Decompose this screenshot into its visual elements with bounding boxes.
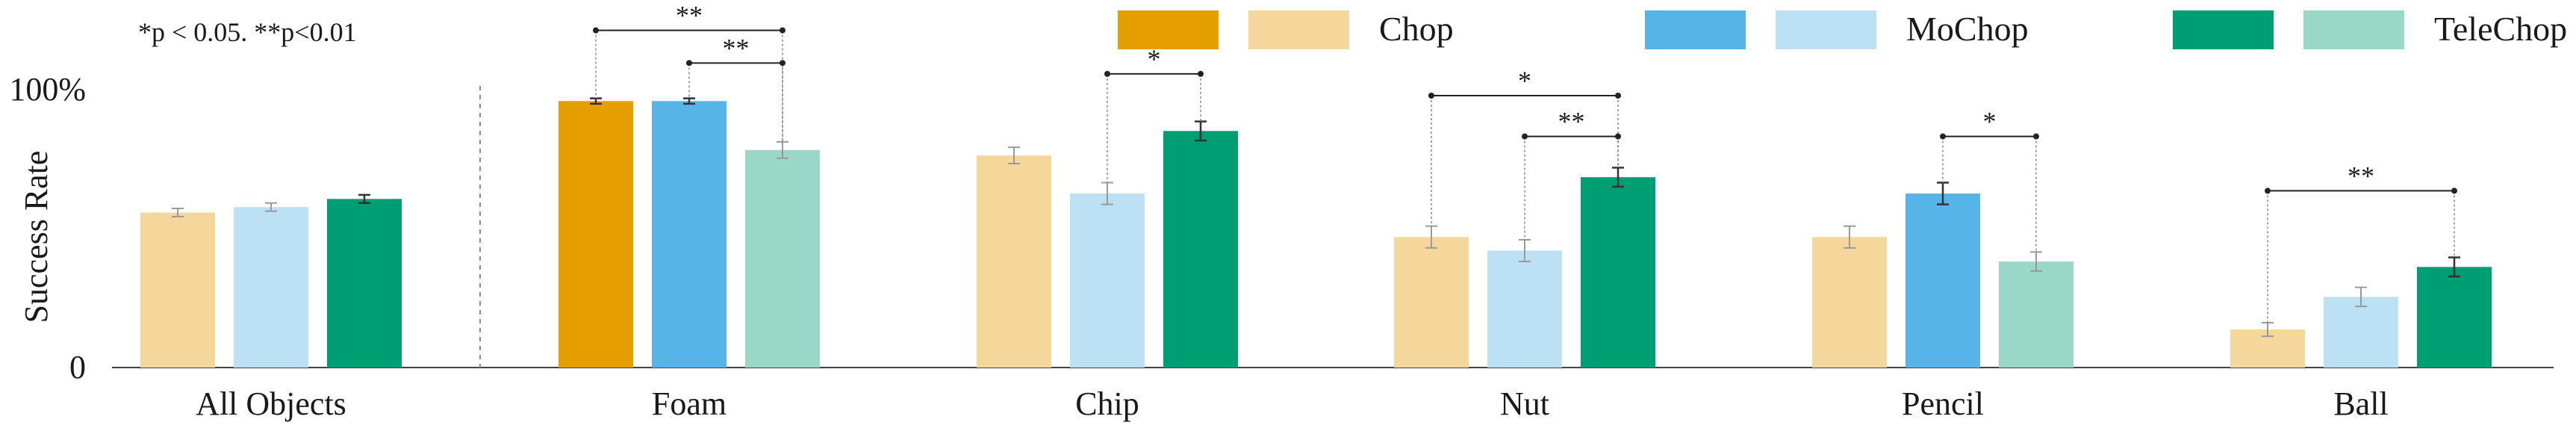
significance-label: ** <box>723 33 750 63</box>
bar-chop-foam <box>559 101 633 368</box>
y-tick-label-100: 100% <box>9 71 86 108</box>
legend-swatch-chop-dark <box>1118 10 1219 49</box>
bar-telechop-foam <box>745 149 820 368</box>
bar-mochop-foam <box>652 101 727 368</box>
significance-end-dot <box>1615 133 1621 140</box>
significance-end-dot <box>1428 93 1434 99</box>
legend-swatch-mochop-dark <box>1645 10 1746 49</box>
significance-end-dot <box>1615 93 1621 99</box>
bar-telechop-all-objects <box>327 199 402 368</box>
significance-end-dot <box>1198 70 1204 77</box>
legend-label-telechop: TeleChop <box>2434 10 2567 48</box>
y-axis-label: Success Rate <box>18 151 55 323</box>
bar-mochop-ball <box>2324 297 2398 368</box>
legend-swatch-telechop-light <box>2303 10 2404 49</box>
legend-swatch-chop-light <box>1248 10 1349 49</box>
bar-chop-nut <box>1394 237 1469 368</box>
bar-mochop-chip <box>1070 193 1145 368</box>
bar-mochop-nut <box>1487 250 1562 368</box>
significance-label: * <box>1148 44 1161 74</box>
bar-telechop-chip <box>1163 131 1238 368</box>
bar-telechop-pencil <box>1999 261 2073 368</box>
bar-chop-all-objects <box>140 212 215 368</box>
x-tick-label: Ball <box>2333 385 2388 422</box>
significance-end-dot <box>2451 188 2457 194</box>
significance-end-dot <box>1522 133 1528 140</box>
x-tick-label: All Objects <box>196 385 346 422</box>
significance-end-dot <box>2033 133 2039 140</box>
significance-label: ** <box>2348 161 2374 190</box>
legend-label-chop: Chop <box>1379 10 1454 48</box>
significance-end-dot <box>1104 70 1110 77</box>
x-tick-label: Chip <box>1075 385 1139 422</box>
significance-end-dot <box>1940 133 1946 140</box>
significance-label: * <box>1983 107 1997 137</box>
significance-end-dot <box>686 60 692 66</box>
significance-end-dot <box>780 60 785 66</box>
significance-end-dot <box>2265 188 2271 194</box>
legend-label-mochop: MoChop <box>1906 10 2029 48</box>
bar-chop-pencil <box>1812 237 1887 368</box>
x-tick-label: Foam <box>652 385 727 422</box>
x-tick-label: Pencil <box>1902 385 1984 422</box>
significance-end-dot <box>593 27 599 34</box>
significance-label: ** <box>676 1 703 31</box>
bar-telechop-ball <box>2417 267 2492 368</box>
significance-label: ** <box>1558 107 1585 137</box>
x-tick-label: Nut <box>1500 385 1549 422</box>
bar-mochop-all-objects <box>234 207 308 368</box>
bar-chop-chip <box>977 155 1051 368</box>
bar-telechop-nut <box>1581 177 1655 368</box>
significance-label: * <box>1518 66 1531 96</box>
significance-end-dot <box>780 27 785 34</box>
significance-note: *p < 0.05. **p<0.01 <box>138 17 357 47</box>
legend-swatch-mochop-light <box>1776 10 1876 49</box>
bar-mochop-pencil <box>1905 193 1980 368</box>
y-tick-label-0: 0 <box>69 349 86 385</box>
legend-swatch-telechop-dark <box>2173 10 2274 49</box>
